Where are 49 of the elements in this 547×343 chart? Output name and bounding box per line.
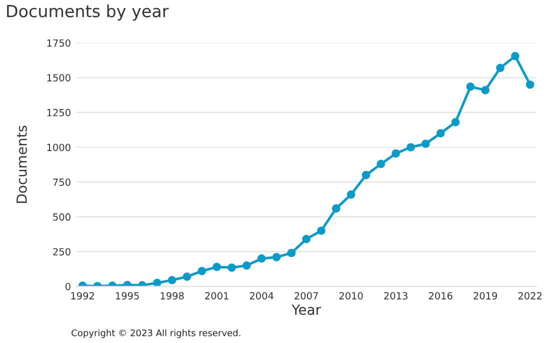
point bbox=[168, 276, 176, 284]
x-tick-label: 2007 bbox=[294, 292, 318, 300]
point bbox=[182, 272, 192, 281]
point bbox=[376, 160, 386, 168]
y-tick-label: 500 bbox=[53, 213, 70, 221]
y-axis-title: Documents bbox=[16, 126, 27, 203]
y-tick-label: 1250 bbox=[47, 108, 70, 116]
y-tick-label: 750 bbox=[53, 178, 70, 186]
text: Copyright © 2023 All rights reserved. bbox=[72, 329, 240, 338]
x-tick-label: 1998 bbox=[160, 292, 184, 300]
point bbox=[228, 263, 236, 272]
y-tick-label: 0 bbox=[65, 282, 70, 290]
y-tick-label: 1500 bbox=[47, 74, 70, 82]
point bbox=[302, 234, 310, 244]
point bbox=[526, 80, 534, 89]
point bbox=[496, 64, 504, 72]
x-tick-label: 1992 bbox=[71, 292, 94, 300]
point bbox=[436, 129, 445, 138]
point bbox=[332, 204, 340, 213]
point bbox=[346, 190, 356, 199]
point bbox=[317, 226, 326, 235]
point bbox=[451, 118, 460, 126]
point bbox=[481, 86, 490, 94]
x-tick-label: 2013 bbox=[384, 292, 408, 300]
point bbox=[287, 248, 296, 258]
y-tick-label: 250 bbox=[53, 248, 70, 256]
x-axis-title: Year bbox=[292, 304, 322, 315]
point bbox=[406, 143, 415, 152]
x-tick-label: 2001 bbox=[205, 292, 228, 300]
point bbox=[198, 266, 206, 276]
x-tick-label: 2004 bbox=[250, 292, 274, 300]
point bbox=[152, 278, 162, 286]
point bbox=[257, 254, 266, 263]
point bbox=[511, 52, 520, 60]
x-tick-label: 1995 bbox=[116, 292, 139, 300]
point bbox=[466, 82, 475, 91]
point bbox=[242, 261, 251, 270]
x-tick-label: 2022 bbox=[518, 292, 542, 300]
point bbox=[422, 140, 430, 148]
point bbox=[392, 149, 400, 158]
x-tick-label: 2010 bbox=[339, 292, 363, 300]
y-tick-label: 1750 bbox=[47, 39, 70, 47]
y-tick-label: 1000 bbox=[47, 144, 70, 152]
point bbox=[272, 253, 281, 262]
point bbox=[212, 262, 221, 272]
x-tick-label: 2019 bbox=[474, 292, 498, 300]
chart-title: Documents by year bbox=[7, 4, 169, 21]
point bbox=[362, 170, 370, 180]
x-tick-label: 2016 bbox=[428, 292, 452, 300]
